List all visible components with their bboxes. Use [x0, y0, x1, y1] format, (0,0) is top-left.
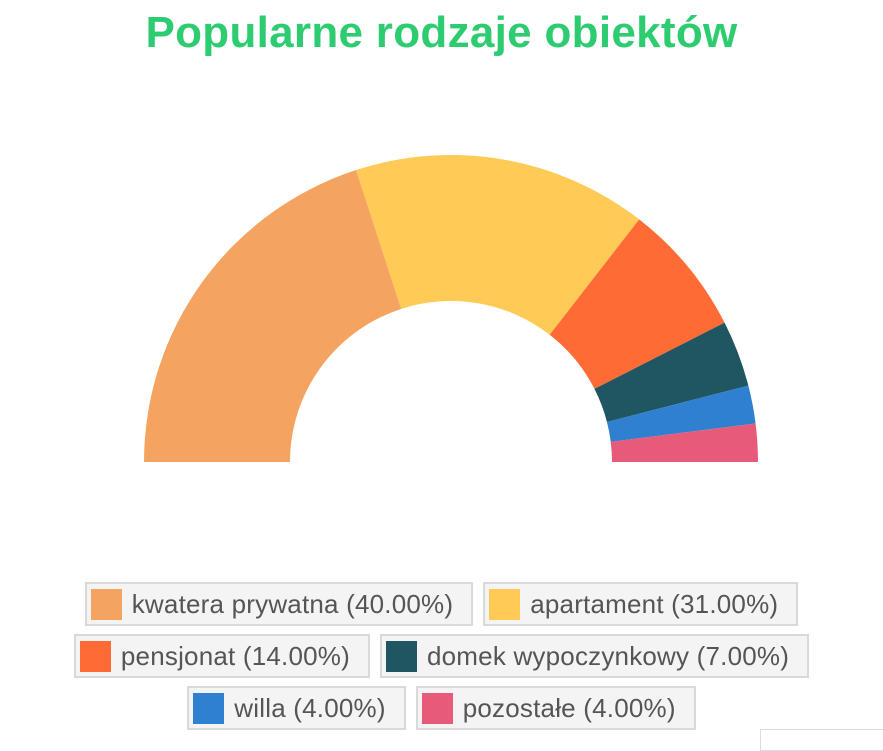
corner-panel — [760, 729, 883, 751]
legend-item-kwatera-prywatna[interactable]: kwatera prywatna (40.00%) — [84, 582, 474, 626]
legend-swatch — [90, 588, 122, 620]
slice-domek-wypoczynkowy[interactable] — [594, 322, 749, 422]
slice-pozostałe[interactable] — [610, 423, 758, 462]
legend-row: willa (4.00%) pozostałe (4.00%) — [0, 686, 883, 730]
legend-swatch — [193, 692, 225, 724]
legend-label: kwatera prywatna (40.00%) — [131, 588, 454, 619]
slice-kwatera-prywatna[interactable] — [144, 170, 402, 463]
legend-label: domek wypoczynkowy (7.00%) — [426, 640, 790, 671]
legend-row: pensjonat (14.00%) domek wypoczynkowy (7… — [0, 634, 883, 678]
legend-swatch — [489, 588, 521, 620]
legend-item-willa[interactable]: willa (4.00%) — [187, 686, 406, 730]
legend-label: apartament (31.00%) — [530, 588, 779, 619]
legend-label: willa (4.00%) — [234, 692, 386, 723]
chart-title: Popularne rodzaje obiektów — [145, 8, 738, 57]
legend: kwatera prywatna (40.00%) apartament (31… — [0, 582, 883, 738]
legend-label: pensjonat (14.00%) — [120, 640, 350, 671]
legend-swatch — [385, 640, 417, 672]
legend-swatch — [421, 692, 453, 724]
slice-willa[interactable] — [606, 385, 756, 442]
legend-item-apartament[interactable]: apartament (31.00%) — [483, 582, 799, 626]
slice-apartament[interactable] — [356, 155, 640, 335]
legend-item-pensjonat[interactable]: pensjonat (14.00%) — [73, 634, 370, 678]
semi-donut-chart — [144, 155, 758, 463]
legend-item-pozostale[interactable]: pozostałe (4.00%) — [415, 686, 696, 730]
legend-label: pozostałe (4.00%) — [462, 692, 676, 723]
legend-row: kwatera prywatna (40.00%) apartament (31… — [0, 582, 883, 626]
slice-pensjonat[interactable] — [549, 219, 725, 389]
legend-item-domek-wypoczynkowy[interactable]: domek wypoczynkowy (7.00%) — [379, 634, 810, 678]
legend-swatch — [79, 640, 111, 672]
